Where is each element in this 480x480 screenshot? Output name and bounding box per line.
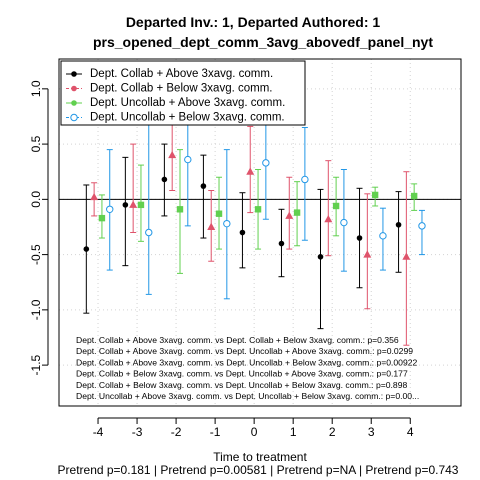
point-2-6 (332, 202, 340, 210)
point-1-7 (363, 250, 372, 258)
point-3-3 (223, 219, 231, 228)
legend-marker-2 (71, 100, 77, 106)
x-axis-label: Time to treatment (213, 450, 307, 464)
point-3-6 (340, 218, 348, 227)
point-2-3 (215, 210, 223, 217)
point-3-8 (418, 222, 426, 230)
point-3-2 (184, 155, 192, 164)
point-2-8 (410, 192, 418, 200)
y-tick-label-5: 1.0 (29, 80, 43, 97)
point-0-1 (122, 202, 129, 208)
annotations: Dept. Collab + Above 3xavg. comm. vs Dep… (76, 335, 419, 401)
series-2 (98, 149, 418, 274)
annotation-5: Dept. Uncollab + Above 3xavg. comm. vs D… (76, 391, 419, 401)
point-2-7 (371, 191, 379, 199)
x-tick-label-5: 1 (290, 425, 297, 439)
point-3-4 (262, 159, 270, 167)
y-tick-label-2: -0.5 (29, 244, 43, 265)
annotation-4: Dept. Collab + Below 3xavg. comm. vs Dep… (76, 380, 407, 390)
y-tick-label-0: -1.5 (29, 354, 43, 375)
legend-label-3: Dept. Uncollab + Below 3xavg. comm. (90, 112, 285, 124)
x-tick-label-0: -4 (93, 425, 104, 439)
point-0-7 (356, 235, 363, 241)
point-0-3 (200, 183, 207, 189)
legend-marker-0 (71, 71, 77, 77)
annotation-2: Dept. Collab + Above 3xavg. comm. vs Dep… (76, 357, 418, 367)
x-tick-label-8: 4 (407, 425, 414, 439)
plot-frame (58, 58, 462, 407)
point-3-0 (106, 205, 114, 213)
point-1-6 (324, 214, 333, 223)
point-3-7 (379, 232, 387, 240)
point-1-3 (207, 222, 216, 230)
chart-subtitle: prs_opened_dept_comm_3avg_abovedf_panel_… (93, 34, 433, 50)
point-0-6 (317, 254, 324, 260)
point-0-5 (278, 240, 285, 247)
x-tick-label-2: -2 (171, 425, 182, 439)
legend-label-1: Dept. Collab + Below 3xavg. comm. (90, 83, 272, 95)
legend-marker-3 (70, 113, 78, 122)
x-tick-label-7: 3 (368, 425, 375, 439)
x-tick-label-4: 0 (251, 425, 258, 439)
legend: Dept. Collab + Above 3xavg. comm. Dept. C… (60, 60, 306, 126)
point-2-1 (137, 201, 145, 209)
series-1 (90, 73, 411, 346)
point-1-0 (90, 192, 99, 201)
point-1-8 (402, 252, 411, 260)
series-0 (83, 143, 402, 330)
legend-label-0: Dept. Collab + Above 3xavg. comm. (90, 68, 273, 80)
point-1-2 (168, 150, 177, 159)
point-2-4 (254, 206, 262, 213)
y-tick-label-3: 0.0 (29, 191, 43, 208)
point-1-1 (129, 200, 138, 208)
point-0-2 (161, 176, 168, 183)
x-tick-label-6: 2 (329, 425, 336, 439)
point-0-4 (239, 229, 246, 236)
chart-title: Departed Inv.: 1, Departed Authored: 1 (126, 14, 381, 30)
x-axis-pretrend-label: Pretrend p=0.181 | Pretrend p=0.00581 | … (58, 463, 459, 477)
point-3-5 (301, 175, 309, 184)
legend-label-2: Dept. Uncollab + Above 3xavg. comm. (90, 97, 285, 109)
x-tick-label-1: -3 (132, 425, 143, 439)
point-2-2 (176, 206, 184, 213)
legend-marker-1 (71, 85, 77, 92)
annotation-1: Dept. Collab + Above 3xavg. comm. vs Dep… (76, 346, 413, 356)
y-tick-label-4: 0.5 (29, 135, 43, 152)
point-0-0 (83, 246, 90, 252)
axes: -4 -3 -2 -1 0 1 2 3 4 -1.5 -1.0 -0.5 0.0 0.5 1.0 (29, 80, 414, 439)
point-1-4 (246, 167, 255, 175)
y-tick-label-1: -1.0 (29, 299, 43, 320)
point-2-5 (293, 209, 301, 216)
annotation-0: Dept. Collab + Above 3xavg. comm. vs Dep… (76, 335, 399, 345)
point-0-8 (395, 221, 402, 228)
annotation-3: Dept. Collab + Below 3xavg. comm. vs Dep… (76, 369, 408, 379)
x-tick-label-3: -1 (210, 425, 221, 439)
point-2-0 (98, 214, 106, 222)
point-1-5 (285, 211, 294, 219)
legend-box (60, 60, 306, 126)
point-3-1 (145, 228, 153, 237)
